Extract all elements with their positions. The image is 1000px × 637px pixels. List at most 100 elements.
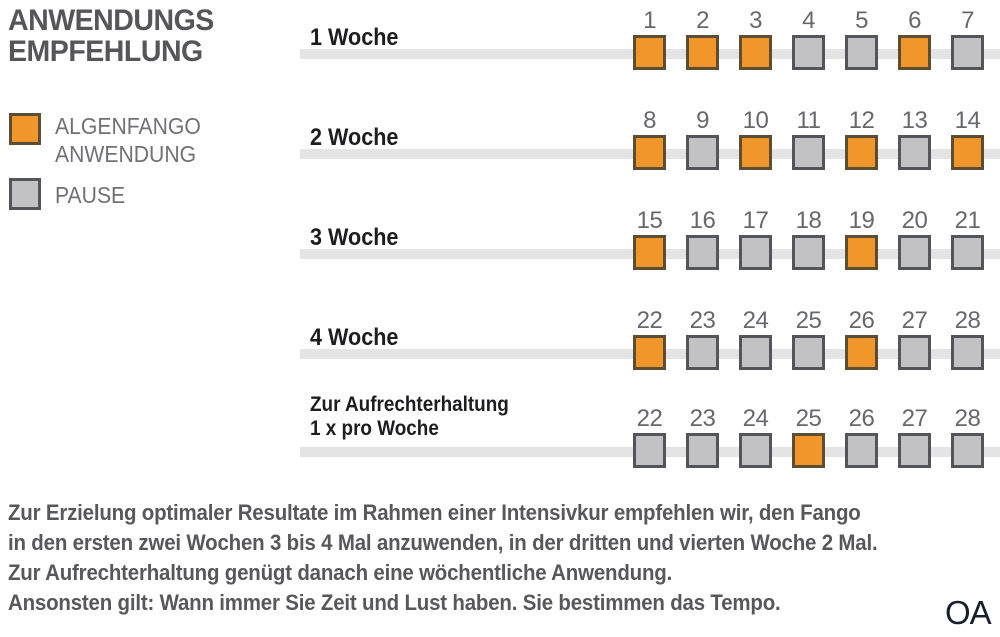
- pause-day-square: [951, 235, 984, 270]
- week-row-label: 1 Woche: [310, 24, 399, 51]
- day-number: 26: [848, 405, 875, 432]
- day-cell: 14: [941, 107, 994, 170]
- pause-day-square: [739, 235, 772, 270]
- day-number: 22: [636, 307, 663, 334]
- day-cell: 10: [729, 107, 782, 170]
- day-number: 8: [643, 107, 656, 134]
- legend-label-algenfango: ALGENFANGO ANWENDUNG: [55, 112, 201, 168]
- title-line1: ANWENDUNGS: [8, 4, 214, 37]
- day-cell: 7: [941, 7, 994, 70]
- day-number: 26: [848, 307, 875, 334]
- week-row-3: 3 Woche 15 16 17 18 19 20 21: [0, 207, 1000, 277]
- anwendung-day-square: [951, 135, 984, 170]
- day-number: 25: [795, 405, 822, 432]
- day-number: 15: [636, 207, 663, 234]
- anwendung-day-square: [845, 235, 878, 270]
- week-row-label: Zur Aufrechterhaltung 1 x pro Woche: [310, 393, 509, 441]
- day-number: 27: [901, 307, 928, 334]
- maintenance-label-line1: Zur Aufrechterhaltung: [310, 393, 509, 416]
- week-row-1: 1 Woche 1 2 3 4 5 6 7: [0, 7, 1000, 77]
- pause-day-square: [739, 335, 772, 370]
- anwendung-day-square: [792, 433, 825, 468]
- day-number: 17: [742, 207, 769, 234]
- maintenance-label-line2: 1 x pro Woche: [310, 417, 439, 440]
- day-number: 19: [848, 207, 875, 234]
- day-number: 12: [848, 107, 875, 134]
- anwendung-day-square: [633, 235, 666, 270]
- week-row-label: 2 Woche: [310, 124, 399, 151]
- day-number: 9: [696, 107, 709, 134]
- day-cell: 24: [729, 307, 782, 370]
- page-title: ANWENDUNGS EMPFEHLUNG: [8, 5, 214, 67]
- day-number: 6: [908, 7, 921, 34]
- pause-day-square: [845, 433, 878, 468]
- anwendung-day-square: [633, 135, 666, 170]
- day-cell: 3: [729, 7, 782, 70]
- pause-day-square: [739, 433, 772, 468]
- day-cell: 19: [835, 207, 888, 270]
- day-cell: 6: [888, 7, 941, 70]
- pause-day-square: [633, 433, 666, 468]
- pause-day-square: [792, 35, 825, 70]
- day-number: 21: [954, 207, 981, 234]
- day-cell: 28: [941, 405, 994, 468]
- day-cell: 5: [835, 7, 888, 70]
- day-cell: 11: [782, 107, 835, 170]
- day-number: 3: [749, 7, 762, 34]
- pause-day-square: [951, 433, 984, 468]
- day-cell: 24: [729, 405, 782, 468]
- anwendung-day-square: [739, 135, 772, 170]
- day-cell: 21: [941, 207, 994, 270]
- pause-day-square: [898, 235, 931, 270]
- anwendung-day-square: [633, 335, 666, 370]
- pause-day-square: [686, 335, 719, 370]
- footer-line-2: in den ersten zwei Wochen 3 bis 4 Mal an…: [8, 530, 878, 555]
- day-number: 2: [696, 7, 709, 34]
- day-cell: 23: [676, 307, 729, 370]
- day-cell: 26: [835, 307, 888, 370]
- day-number: 25: [795, 307, 822, 334]
- day-cell: 2: [676, 7, 729, 70]
- anwendung-day-square: [845, 135, 878, 170]
- day-cell: 13: [888, 107, 941, 170]
- footer-line-3: Zur Aufrechterhaltung genügt danach eine…: [8, 560, 673, 585]
- day-cell: 26: [835, 405, 888, 468]
- pause-day-square: [792, 335, 825, 370]
- day-cell: 25: [782, 405, 835, 468]
- day-number: 16: [689, 207, 716, 234]
- pause-day-square: [792, 235, 825, 270]
- pause-day-square: [686, 235, 719, 270]
- day-cells: 1 2 3 4 5 6 7: [623, 7, 994, 70]
- day-cell: 15: [623, 207, 676, 270]
- week-row-4: 4 Woche 22 23 24 25 26 27 28: [0, 307, 1000, 377]
- day-number: 23: [689, 307, 716, 334]
- pause-day-square: [898, 433, 931, 468]
- day-number: 11: [796, 107, 821, 134]
- day-cell: 18: [782, 207, 835, 270]
- day-cells: 15 16 17 18 19 20 21: [623, 207, 994, 270]
- day-cell: 8: [623, 107, 676, 170]
- anwendung-day-square: [633, 35, 666, 70]
- day-cell: 4: [782, 7, 835, 70]
- day-number: 5: [855, 7, 868, 34]
- pause-day-square: [951, 335, 984, 370]
- pause-day-square: [898, 335, 931, 370]
- day-number: 14: [954, 107, 981, 134]
- day-number: 18: [795, 207, 822, 234]
- day-number: 20: [901, 207, 928, 234]
- day-cell: 22: [623, 405, 676, 468]
- day-number: 1: [643, 7, 656, 34]
- legend-label-line1: PAUSE: [55, 182, 126, 208]
- day-cells: 22 23 24 25 26 27 28: [623, 405, 994, 468]
- day-number: 28: [954, 307, 981, 334]
- day-cells: 22 23 24 25 26 27 28: [623, 307, 994, 370]
- footer-line-4: Ansonsten gilt: Wann immer Sie Zeit und …: [8, 590, 781, 615]
- day-number: 4: [802, 7, 815, 34]
- watermark-text: OA: [945, 594, 992, 631]
- day-cell: 22: [623, 307, 676, 370]
- anwendung-day-square: [898, 35, 931, 70]
- day-cells: 8 9 10 11 12 13 14: [623, 107, 994, 170]
- day-cell: 17: [729, 207, 782, 270]
- legend-label-line2: ANWENDUNG: [55, 141, 197, 167]
